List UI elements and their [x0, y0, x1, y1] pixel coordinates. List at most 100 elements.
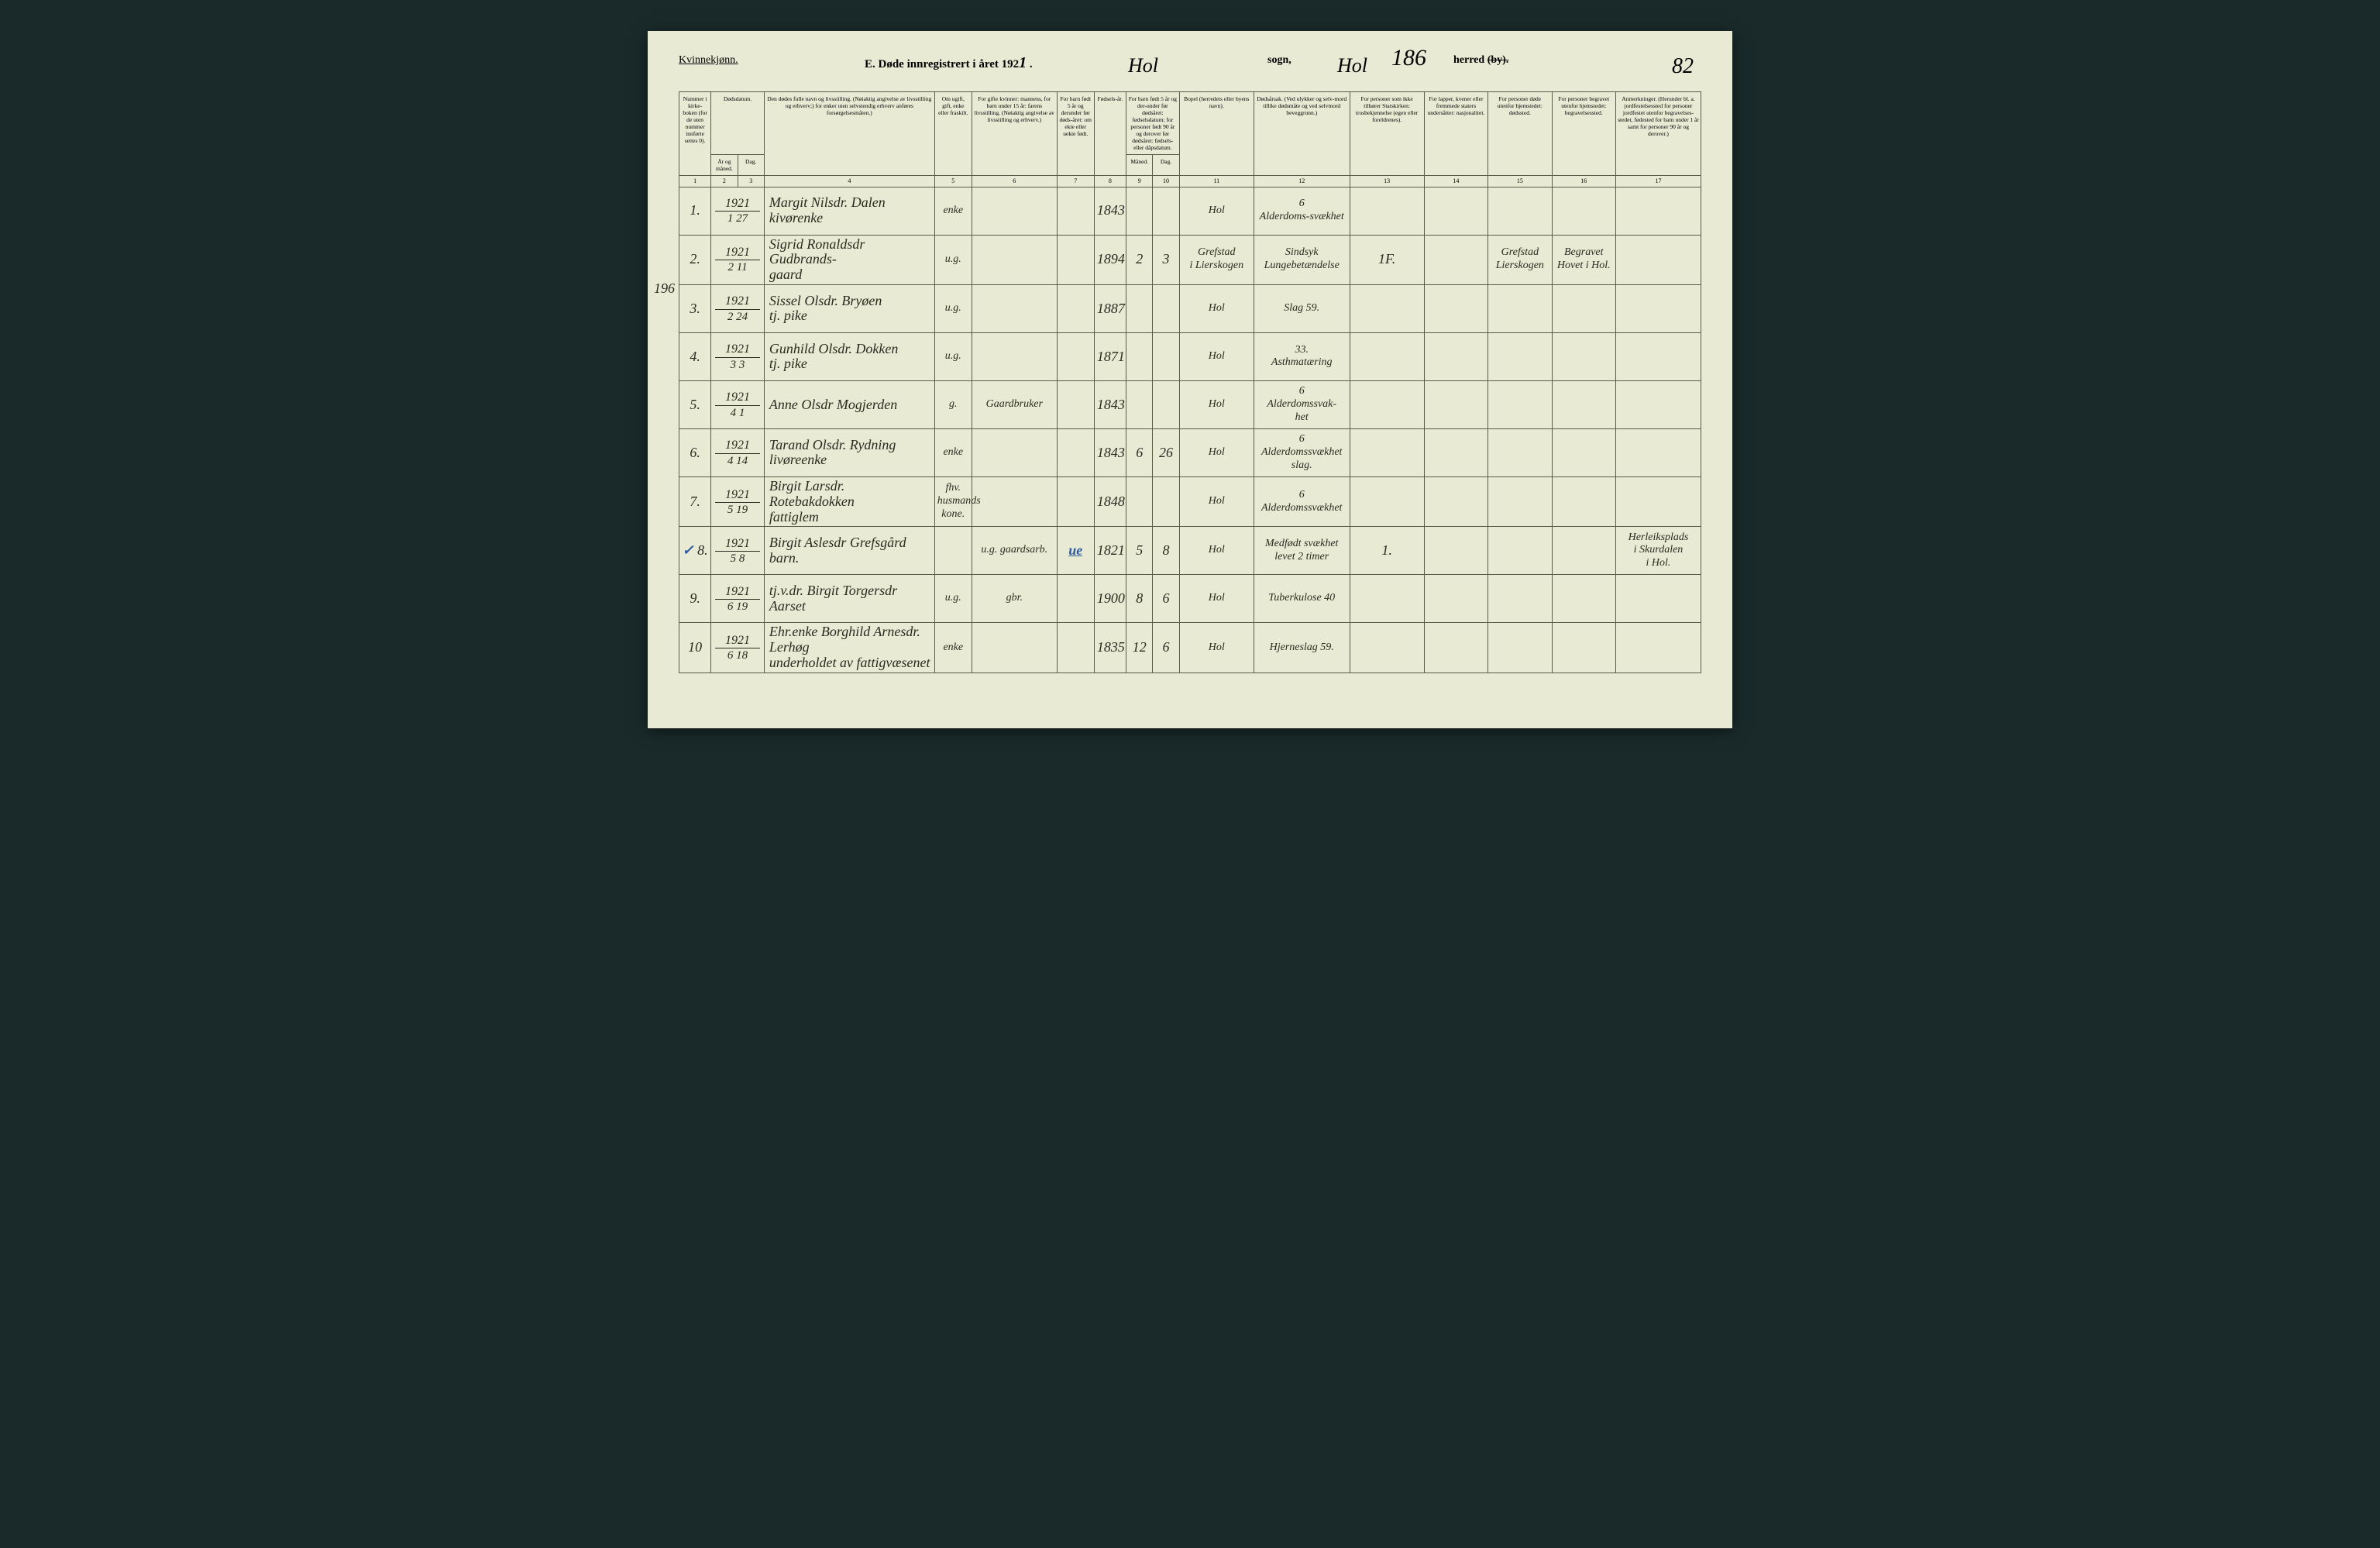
- cell: 6Alderdomssvak-het: [1254, 380, 1350, 428]
- cell: 1843: [1094, 380, 1126, 428]
- cell: Gunhild Olsdr. Dokkentj. pike: [764, 332, 934, 380]
- cell: Birgit Aslesdr Grefsgård barn.: [764, 527, 934, 575]
- column-number-row: 1 2 3 4 5 6 7 8 9 10 11 12 13 14 15 16 1…: [679, 176, 1701, 187]
- cell: [1057, 623, 1094, 673]
- table-row: 9.19216 19tj.v.dr. Birgit Torgersdr Aars…: [679, 575, 1701, 623]
- col-subheader-3: Dag.: [738, 155, 764, 176]
- cell: enke: [934, 187, 972, 235]
- cell: [1153, 187, 1179, 235]
- herred-strike: (by).: [1488, 54, 1509, 66]
- cell: 2.: [679, 235, 711, 284]
- cell: Tuberkulose 40: [1254, 575, 1350, 623]
- cell: u.g.: [934, 284, 972, 332]
- cell: Grefstadi Lierskogen: [1179, 235, 1254, 284]
- cell: 9.: [679, 575, 711, 623]
- cell: ✓ 8.: [679, 527, 711, 575]
- table-row: 6.19214 14Tarand Olsdr. Rydninglivøreenk…: [679, 428, 1701, 476]
- cell: [1615, 476, 1701, 526]
- gender-label: Kvinnekjønn.: [679, 54, 738, 67]
- cell: [1488, 623, 1552, 673]
- col-header-14: For lapper, kvener eller fremmede stater…: [1424, 92, 1488, 176]
- col-header-9-10: For barn født 5 år og der-under før døds…: [1126, 92, 1180, 155]
- cell: Sissel Olsdr. Bryøentj. pike: [764, 284, 934, 332]
- cell: [1126, 284, 1153, 332]
- table-row: 2.19212 11Sigrid Ronaldsdr Gudbrands-gaa…: [679, 235, 1701, 284]
- cell: tj.v.dr. Birgit Torgersdr Aarset: [764, 575, 934, 623]
- cell: [972, 476, 1057, 526]
- sogn-value: Hol: [1128, 54, 1158, 77]
- page-title: E. Døde innregistrert i året 1921 .: [865, 54, 1033, 72]
- cell: [1153, 380, 1179, 428]
- cell: [1350, 332, 1424, 380]
- cell: g.: [934, 380, 972, 428]
- cell: 3: [1153, 235, 1179, 284]
- cell: 8: [1126, 575, 1153, 623]
- cell: [1057, 428, 1094, 476]
- col-header-12: Dødsårsak. (Ved ulykker og selv-mord til…: [1254, 92, 1350, 176]
- cell: [1424, 187, 1488, 235]
- col-header-1: Nummer i kirke-boken (for de uten nummer…: [679, 92, 711, 176]
- cell: [1488, 476, 1552, 526]
- col-num: 4: [764, 176, 934, 187]
- cell: [1153, 476, 1179, 526]
- cell: [1615, 380, 1701, 428]
- cell: 1821: [1094, 527, 1126, 575]
- cell: Ehr.enke Borghild Arnesdr. Lerhøgunderho…: [764, 623, 934, 673]
- cell: [1615, 187, 1701, 235]
- cell: 3.: [679, 284, 711, 332]
- cell: 33.Asthmatæring: [1254, 332, 1350, 380]
- cell: [1615, 284, 1701, 332]
- cell: [1057, 380, 1094, 428]
- cell: 26: [1153, 428, 1179, 476]
- sogn-label: sogn,: [1267, 54, 1291, 67]
- col-header-16: For personer begravet utenfor hjemstedet…: [1552, 92, 1615, 176]
- col-header-4: Den dødes fulle navn og livsstilling. (N…: [764, 92, 934, 176]
- cell: [1552, 527, 1615, 575]
- cell: 6Alderdomssvækhetslag.: [1254, 428, 1350, 476]
- cell: 1.: [679, 187, 711, 235]
- date-cell: 19216 19: [711, 575, 765, 623]
- cell: [1057, 476, 1094, 526]
- col-subheader-2: År og måned.: [711, 155, 738, 176]
- ledger-page: 196 Kvinnekjønn. E. Døde innregistrert i…: [648, 31, 1732, 728]
- cell: [1350, 284, 1424, 332]
- cell: 4.: [679, 332, 711, 380]
- cell: [1488, 575, 1552, 623]
- col-num: 10: [1153, 176, 1179, 187]
- cell: [1350, 623, 1424, 673]
- col-num: 14: [1424, 176, 1488, 187]
- table-row: 3.19212 24Sissel Olsdr. Bryøentj. pikeu.…: [679, 284, 1701, 332]
- col-header-7: For barn født 5 år og derunder før døds-…: [1057, 92, 1094, 176]
- date-cell: 19212 24: [711, 284, 765, 332]
- cell: [972, 284, 1057, 332]
- cell: Slag 59.: [1254, 284, 1350, 332]
- cell: [1057, 332, 1094, 380]
- cell: [1552, 187, 1615, 235]
- table-row: 4.19213 3Gunhild Olsdr. Dokkentj. pikeu.…: [679, 332, 1701, 380]
- cell: 6: [1153, 575, 1179, 623]
- cell: [1424, 476, 1488, 526]
- herred-label: herred (by).: [1453, 54, 1508, 67]
- title-year: 1: [1019, 54, 1027, 71]
- cell: [1488, 380, 1552, 428]
- cell: [1552, 575, 1615, 623]
- cell: [934, 527, 972, 575]
- cell: gbr.: [972, 575, 1057, 623]
- col-header-13: For personer som ikke tilhører Statskirk…: [1350, 92, 1424, 176]
- date-cell: 19215 19: [711, 476, 765, 526]
- cell: [972, 235, 1057, 284]
- cell: [1488, 428, 1552, 476]
- cell: 1843: [1094, 187, 1126, 235]
- cell: 8: [1153, 527, 1179, 575]
- cell: u.g. gaardsarb.: [972, 527, 1057, 575]
- page-number-right: 82: [1672, 54, 1694, 79]
- col-num: 16: [1552, 176, 1615, 187]
- cell: [1424, 284, 1488, 332]
- col-header-2-3: Dødsdatum.: [711, 92, 765, 155]
- cell: Anne Olsdr Mogjerden: [764, 380, 934, 428]
- date-cell: 19212 11: [711, 235, 765, 284]
- cell: [1488, 527, 1552, 575]
- ledger-table: Nummer i kirke-boken (for de uten nummer…: [679, 91, 1701, 673]
- cell: [1424, 575, 1488, 623]
- cell: Margit Nilsdr. Dalenkivørenke: [764, 187, 934, 235]
